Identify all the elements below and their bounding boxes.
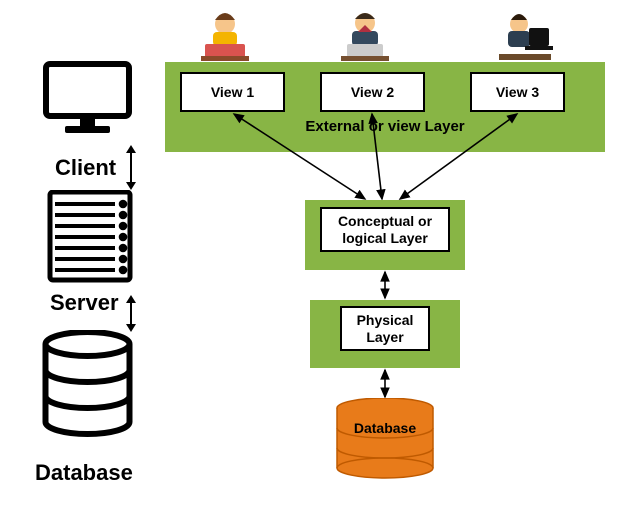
conceptual-inner-box: Conceptual or logical Layer <box>320 207 450 252</box>
conceptual-label-1: Conceptual or <box>338 213 432 230</box>
database-storage-icon <box>335 398 435 480</box>
diagram-canvas: Client Server Database <box>0 0 619 513</box>
database-storage-label: Database <box>335 420 435 436</box>
conceptual-label-2: logical Layer <box>342 230 428 247</box>
physical-inner-box: Physical Layer <box>340 306 430 351</box>
physical-label-1: Physical <box>357 312 414 329</box>
physical-label-2: Layer <box>366 329 403 346</box>
